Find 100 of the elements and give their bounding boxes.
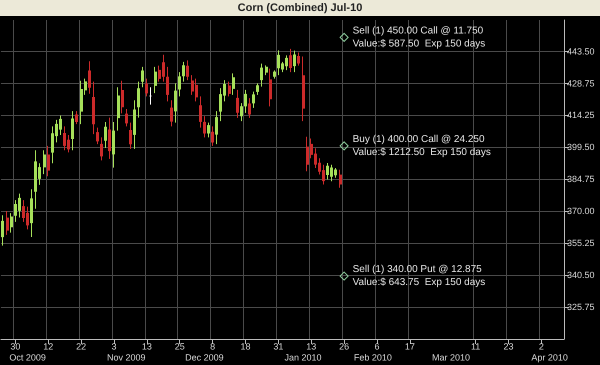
candlestick bbox=[71, 110, 74, 151]
candlestick bbox=[211, 126, 214, 146]
x-tick-label: 13 bbox=[142, 342, 152, 352]
candlestick bbox=[236, 89, 239, 118]
candlestick bbox=[207, 122, 210, 138]
candlestick bbox=[162, 54, 165, 82]
candlestick bbox=[277, 50, 280, 76]
candlestick bbox=[137, 81, 140, 118]
x-tick-label: Mar 2010 bbox=[432, 352, 470, 362]
x-tick-label: 8 bbox=[210, 342, 216, 352]
candlestick bbox=[334, 168, 337, 178]
y-tick-label: 384.75 bbox=[567, 174, 595, 184]
candlestick bbox=[195, 78, 198, 102]
candlestick bbox=[182, 61, 185, 82]
candlestick bbox=[75, 110, 78, 125]
candlestick bbox=[154, 66, 157, 94]
candlestick bbox=[293, 50, 296, 73]
candlestick bbox=[297, 52, 300, 66]
candlestick bbox=[339, 169, 342, 188]
candlestick bbox=[260, 63, 263, 88]
candlestick bbox=[199, 96, 202, 128]
candlestick bbox=[269, 68, 272, 107]
candlestick bbox=[285, 54, 288, 71]
candlestick bbox=[117, 86, 120, 132]
candlestick bbox=[248, 98, 251, 118]
candlestick bbox=[302, 56, 305, 122]
candlestick bbox=[186, 60, 189, 81]
x-tick-label: 22 bbox=[76, 342, 86, 352]
candlestick bbox=[10, 212, 13, 234]
candlestick bbox=[170, 100, 173, 127]
candlestick bbox=[178, 72, 181, 97]
candlestick bbox=[166, 66, 169, 102]
candlestick bbox=[30, 188, 33, 238]
x-tick-label: 17 bbox=[404, 342, 415, 352]
x-tick-label: 13 bbox=[306, 342, 316, 352]
candlestick bbox=[330, 164, 333, 182]
candlestick bbox=[203, 116, 206, 138]
x-tick-label: 25 bbox=[174, 342, 185, 352]
candlestick bbox=[174, 82, 177, 124]
x-tick-label: Jan 2010 bbox=[284, 352, 322, 362]
candlestick bbox=[108, 117, 111, 160]
x-tick-label: Nov 2009 bbox=[107, 352, 146, 362]
x-tick-label: 26 bbox=[339, 342, 350, 352]
candlestick bbox=[88, 60, 91, 94]
candlestick bbox=[100, 136, 103, 161]
x-tick-label: 30 bbox=[10, 342, 20, 352]
candlestick bbox=[326, 162, 329, 180]
candlestick bbox=[34, 150, 37, 210]
x-tick-label: 2 bbox=[538, 342, 544, 352]
candlestick bbox=[133, 100, 136, 150]
candlestick bbox=[129, 122, 132, 150]
candlestick bbox=[96, 127, 99, 145]
candlestick bbox=[47, 145, 50, 177]
candlestick bbox=[232, 72, 235, 96]
x-tick-label: Dec 2009 bbox=[185, 352, 224, 362]
y-tick-label: 428.75 bbox=[567, 78, 595, 88]
x-tick-label: Apr 2010 bbox=[531, 352, 568, 362]
x-tick-label: 3 bbox=[111, 342, 116, 352]
candlestick bbox=[149, 86, 152, 106]
candlestick bbox=[104, 121, 107, 149]
x-tick-label: Feb 2010 bbox=[354, 352, 392, 362]
candlestick bbox=[240, 102, 243, 122]
candlestick bbox=[92, 81, 95, 135]
annotation: Sell (1) 450.00 Call @ 11.750 Value:$ 587.50 Exp 150 days bbox=[352, 25, 486, 50]
candlestick bbox=[228, 81, 231, 97]
y-tick-label: 414.25 bbox=[567, 110, 595, 120]
annotation: Buy (1) 400.00 Call @ 24.250 Value:$ 1212.50 Exp 150 days bbox=[352, 134, 491, 158]
x-tick-label: Oct 2009 bbox=[9, 352, 46, 362]
candlestick bbox=[80, 80, 83, 125]
candlestick bbox=[244, 89, 247, 114]
annotation: Sell (1) 340.00 Put @ 12.875 Value:$ 643.75 Exp 150 days bbox=[352, 264, 486, 288]
candlestick bbox=[112, 121, 115, 168]
x-tick-label: 6 bbox=[374, 342, 380, 352]
candlestick bbox=[289, 48, 292, 73]
x-tick-label: 23 bbox=[504, 342, 514, 352]
y-tick-label: 370.00 bbox=[567, 206, 595, 216]
candlestick bbox=[43, 150, 46, 175]
candlestick bbox=[252, 91, 255, 108]
candlestick bbox=[6, 210, 9, 236]
y-tick-label: 325.75 bbox=[567, 302, 595, 312]
candlestick bbox=[215, 110, 218, 145]
candlestick bbox=[141, 66, 144, 88]
candlestick bbox=[273, 70, 276, 80]
y-tick-label: 340.50 bbox=[567, 270, 595, 280]
x-tick-label: 31 bbox=[273, 342, 284, 352]
candlestick bbox=[256, 82, 259, 96]
x-tick-label: 11 bbox=[470, 342, 480, 352]
candlestick bbox=[306, 136, 309, 172]
candlestick bbox=[145, 78, 148, 97]
y-tick-label: 399.50 bbox=[567, 142, 595, 152]
y-tick-label: 443.50 bbox=[567, 46, 595, 56]
candlestick bbox=[1, 214, 4, 246]
x-tick-label: 18 bbox=[240, 342, 250, 352]
candlestick bbox=[265, 64, 268, 76]
chart-title: Corn (Combined) Jul-10 bbox=[0, 0, 600, 16]
candlestick bbox=[63, 126, 66, 151]
candlestick bbox=[121, 80, 124, 114]
y-tick-label: 355.25 bbox=[567, 238, 595, 248]
candlestick bbox=[125, 108, 128, 127]
x-tick-label: 12 bbox=[43, 342, 54, 352]
